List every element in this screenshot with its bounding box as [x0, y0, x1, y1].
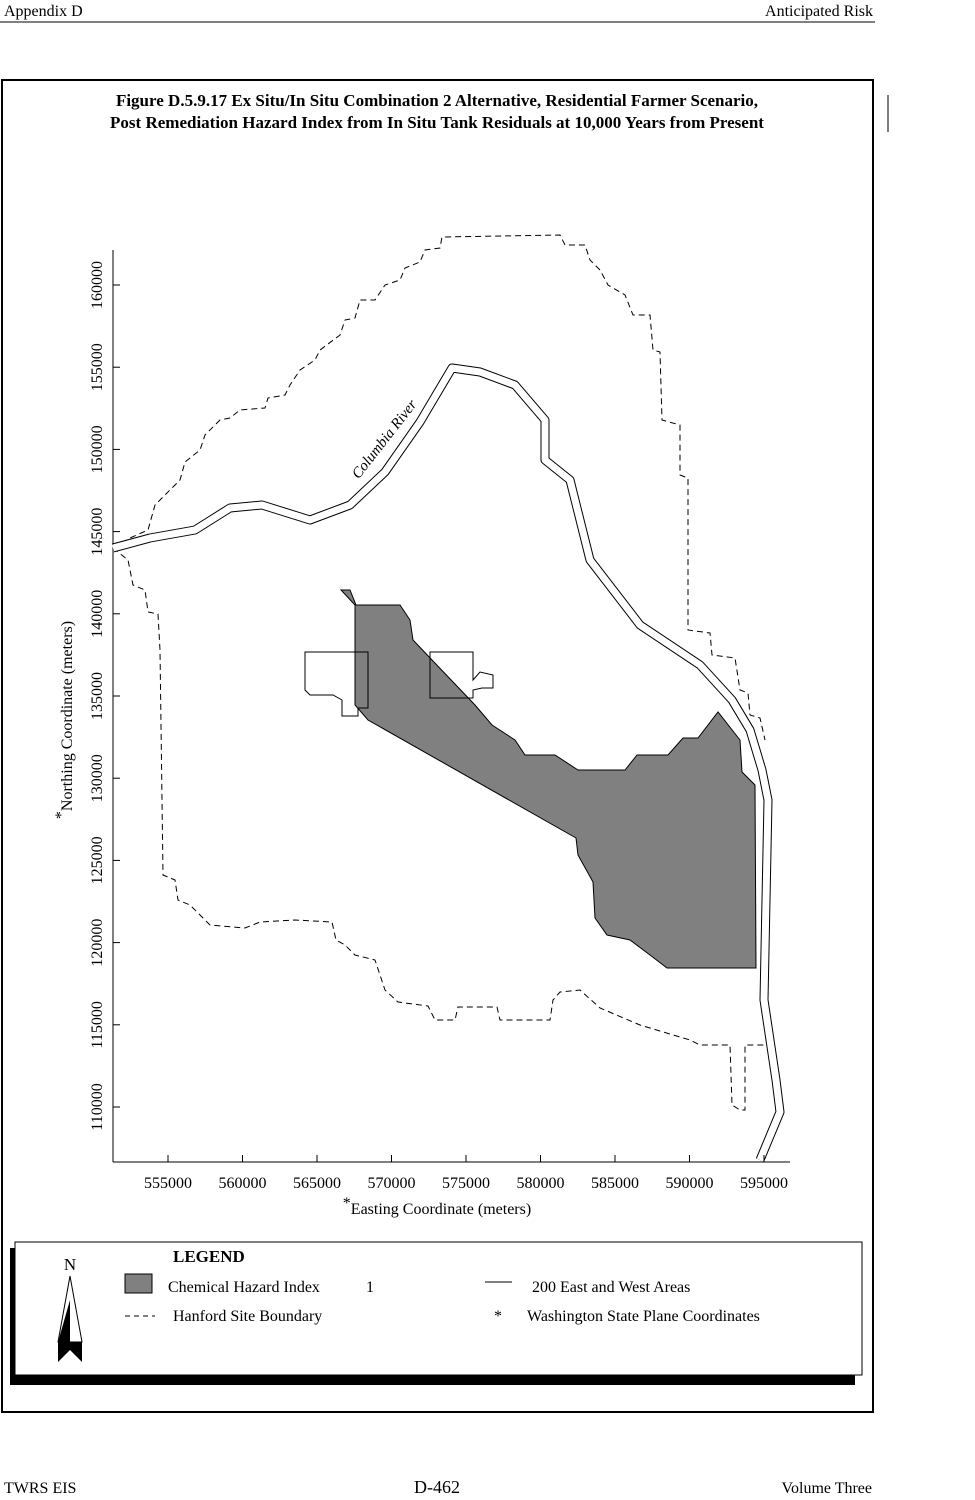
y-tick-label: 155000	[89, 343, 106, 391]
x-tick-label: 565000	[293, 1175, 341, 1192]
footer-center: D-462	[414, 1477, 460, 1497]
north-arrow-shade	[58, 1300, 70, 1342]
axis-label: Easting Coordinate (meters)	[351, 1201, 531, 1218]
legend-title: LEGEND	[173, 1247, 245, 1266]
y-tick-label: 115000	[89, 1001, 106, 1048]
y-tick-label: 110000	[89, 1083, 106, 1130]
hazard-area	[339, 589, 757, 969]
y-tick-label: 135000	[89, 672, 106, 720]
legend-marker: *	[494, 1308, 502, 1325]
y-tick-label: 150000	[89, 425, 106, 473]
legend-label: Hanford Site Boundary	[173, 1308, 322, 1325]
200-east-area	[429, 651, 494, 699]
y-tick-label: 130000	[89, 754, 106, 802]
site-boundary	[112, 547, 765, 1111]
legend-label: 200 East and West Areas	[532, 1279, 690, 1296]
x-tick-label: 595000	[740, 1175, 788, 1192]
axis-label: Northing Coordinate (meters)	[59, 621, 76, 811]
north-label: N	[64, 1255, 76, 1274]
legend-label: Chemical Hazard Index	[168, 1279, 320, 1296]
map: Columbia River *Easting Coordinate (mete…	[53, 234, 790, 1218]
x-tick-label: 590000	[666, 1175, 714, 1192]
y-axis-label: *Northing Coordinate (meters)	[53, 621, 76, 819]
x-tick-label: 575000	[442, 1175, 490, 1192]
x-axis-label: *Easting Coordinate (meters)	[343, 1195, 531, 1218]
site-boundary	[112, 234, 766, 741]
x-tick-label: 585000	[591, 1175, 639, 1192]
legend-label: Washington State Plane Coordinates	[527, 1308, 760, 1325]
y-tick-label: 160000	[89, 261, 106, 309]
axis-marker: *	[53, 811, 70, 819]
footer-left: TWRS EIS	[4, 1480, 76, 1497]
figure-frame	[1, 79, 874, 1413]
x-tick-label: 555000	[144, 1175, 192, 1192]
figure-title: Figure D.5.9.17 Ex Situ/In Situ Combinat…	[116, 91, 758, 110]
legend-swatch	[124, 1273, 153, 1294]
header-right: Anticipated Risk	[765, 3, 873, 20]
north-arrow-base	[58, 1342, 82, 1362]
river-inner	[112, 364, 784, 1162]
y-tick-label: 145000	[89, 508, 106, 556]
legend: N LEGEND Chemical Hazard Index 1 200 Eas…	[10, 1241, 863, 1385]
y-tick-label: 120000	[89, 919, 106, 967]
footer-right: Volume Three	[782, 1480, 873, 1497]
axis-marker: *	[343, 1195, 351, 1212]
x-tick-label: 580000	[517, 1175, 565, 1192]
header-left: Appendix D	[4, 3, 83, 20]
legend-box	[14, 1241, 863, 1376]
legend-note: 1	[366, 1279, 374, 1296]
200-west-area	[304, 651, 369, 717]
y-tick-label: 140000	[89, 590, 106, 638]
figure-title: Post Remediation Hazard Index from In Si…	[110, 113, 764, 132]
x-tick-label: 560000	[219, 1175, 267, 1192]
x-tick-label: 570000	[368, 1175, 416, 1192]
y-tick-label: 125000	[89, 836, 106, 884]
